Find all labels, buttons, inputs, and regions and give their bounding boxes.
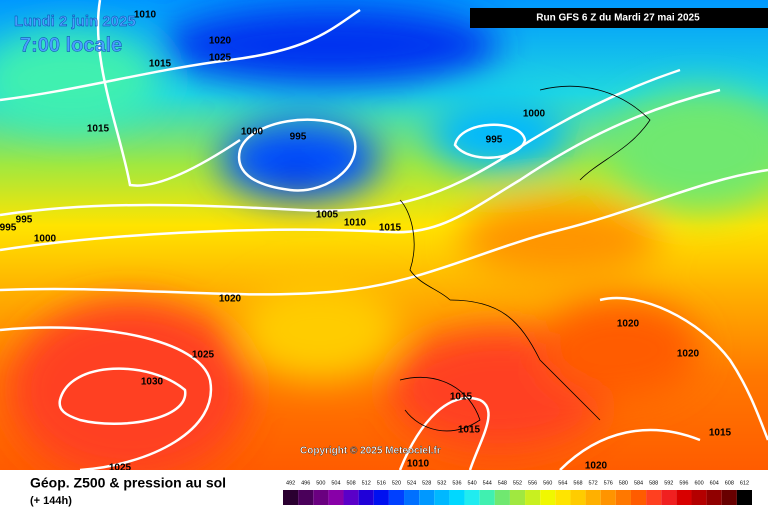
legend-level: 604: [710, 480, 719, 486]
legend-level: 572: [589, 480, 598, 486]
copyright: Copyright © 2025 Meteociel.fr: [300, 446, 441, 457]
isobar-label: 1020: [209, 36, 232, 47]
legend-level: 540: [468, 480, 477, 486]
legend-swatch: [434, 490, 450, 505]
isobar-label: 995: [0, 223, 17, 234]
legend-swatch: [328, 490, 344, 505]
legend-swatch: [721, 490, 737, 505]
isobar-label: 1010: [344, 218, 367, 229]
legend-level: 592: [664, 480, 673, 486]
isobar-label: 1000: [523, 109, 546, 120]
legend-level: 512: [362, 480, 371, 486]
legend-swatch: [570, 490, 586, 505]
legend-level: 516: [377, 480, 386, 486]
legend-swatch: [525, 490, 541, 505]
legend-level: 556: [528, 480, 537, 486]
legend-swatch: [630, 490, 647, 505]
legend-swatch: [479, 490, 495, 505]
isobar-label: 1030: [141, 377, 164, 388]
isobar-label: 1020: [677, 349, 700, 360]
legend-level: 608: [725, 480, 734, 486]
legend-swatch: [509, 490, 526, 505]
legend-swatch: [691, 490, 707, 505]
legend-swatch: [615, 490, 631, 505]
legend-level: 504: [331, 480, 340, 486]
legend-level: 492: [286, 480, 295, 486]
legend-swatch: [661, 490, 677, 505]
map-title: Géop. Z500 & pression au sol: [30, 475, 226, 491]
legend-level: 612: [740, 480, 749, 486]
isobar-label: 1015: [87, 124, 110, 135]
isobar-label: 1015: [149, 59, 172, 70]
isobar-label: 1010: [134, 10, 157, 21]
legend-swatch: [283, 490, 299, 505]
legend-swatch: [449, 490, 465, 505]
legend-level: 552: [513, 480, 522, 486]
isobar-label: 1000: [241, 127, 264, 138]
legend-level: 508: [346, 480, 355, 486]
map-field: [0, 0, 768, 480]
legend-swatch: [313, 490, 329, 505]
isobar-label: 1020: [617, 319, 640, 330]
legend-level: 576: [604, 480, 613, 486]
legend-swatch: [343, 490, 359, 505]
isobar-label: 1010: [407, 459, 430, 470]
legend-level: 528: [422, 480, 431, 486]
legend-swatch: [388, 490, 405, 505]
legend-level: 520: [392, 480, 401, 486]
legend-level: 568: [573, 480, 582, 486]
legend-level: 496: [301, 480, 310, 486]
legend-level: 564: [558, 480, 567, 486]
legend-swatch: [358, 490, 374, 505]
isobar-label: 1000: [34, 234, 57, 245]
legend-swatch: [494, 490, 510, 505]
legend-level: 536: [452, 480, 461, 486]
legend-level: 588: [649, 480, 658, 486]
legend-swatch: [419, 490, 435, 505]
legend-swatch: [706, 490, 722, 505]
isobar-label: 995: [16, 215, 33, 226]
legend-swatch: [676, 490, 692, 505]
legend-swatch: [540, 490, 556, 505]
legend-swatch: [585, 490, 601, 505]
isobar-label: 1005: [316, 210, 339, 221]
legend-level: 584: [634, 480, 643, 486]
run-box: [470, 8, 768, 28]
legend-swatch: [373, 490, 389, 505]
legend-swatch: [736, 490, 752, 505]
lead-time: (+ 144h): [30, 495, 72, 507]
legend-swatch: [646, 490, 662, 505]
isobar-label: 1015: [458, 425, 481, 436]
isobar-label: 995: [486, 135, 503, 146]
isobar-label: 1020: [585, 461, 608, 472]
legend-level: 596: [679, 480, 688, 486]
legend-swatch: [555, 490, 571, 505]
isobar-label: 1015: [379, 223, 402, 234]
isobar-label: 1020: [219, 294, 242, 305]
isobar-label: 1015: [709, 428, 732, 439]
isobar-label: 995: [290, 132, 307, 143]
isobar-label: 1025: [109, 463, 132, 474]
isobar-label: 1025: [209, 53, 232, 64]
legend-swatch: [404, 490, 420, 505]
legend-level: 544: [483, 480, 492, 486]
valid-time: 7:00 locale: [20, 34, 122, 56]
legend-swatch: [464, 490, 480, 505]
legend-level: 500: [316, 480, 325, 486]
legend-level: 600: [694, 480, 703, 486]
legend-level: 548: [498, 480, 507, 486]
isobar-label: 1015: [450, 392, 473, 403]
legend-swatch: [600, 490, 616, 505]
legend-level: 524: [407, 480, 416, 486]
legend-level: 532: [437, 480, 446, 486]
legend-swatch: [298, 490, 314, 505]
color-legend: 492 496 500 504 508 512 516 520 524 528 532 536 540 5…: [283, 480, 752, 505]
run-info: Run GFS 6 Z du Mardi 27 mai 2025: [536, 13, 700, 24]
legend-level: 580: [619, 480, 628, 486]
isobar-label: 1025: [192, 350, 215, 361]
legend-level: 560: [543, 480, 552, 486]
valid-date: Lundi 2 juin 2025: [14, 13, 136, 30]
